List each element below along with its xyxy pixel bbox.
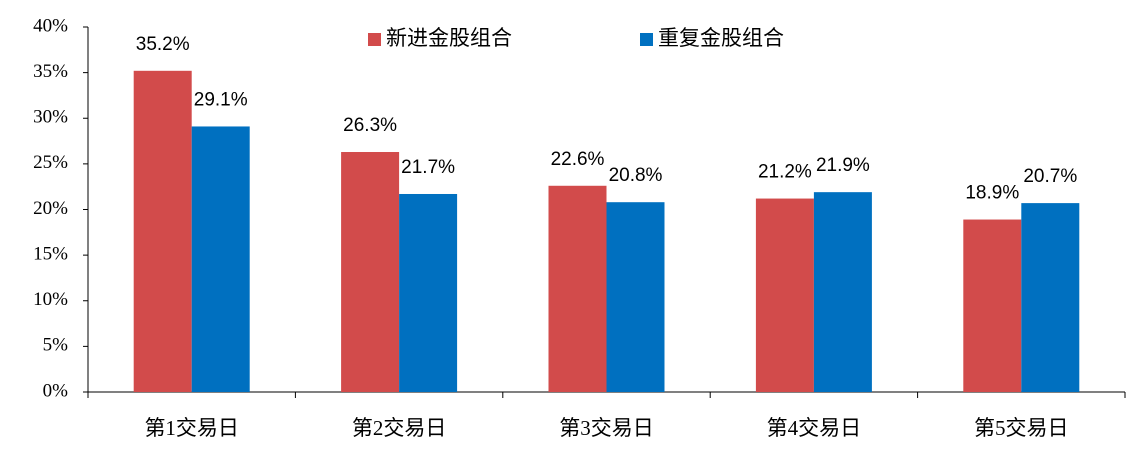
value-label: 35.2% xyxy=(136,34,190,55)
value-label: 26.3% xyxy=(343,115,397,136)
bar xyxy=(133,70,192,393)
y-tick-label: 25% xyxy=(33,152,68,173)
x-tick-label: 第2交易日 xyxy=(352,416,447,440)
legend-swatch xyxy=(640,33,653,46)
value-label: 20.7% xyxy=(1023,166,1077,187)
y-tick-label: 40% xyxy=(33,15,68,36)
value-label: 21.7% xyxy=(401,157,455,178)
value-label: 21.9% xyxy=(816,155,870,176)
value-label: 21.2% xyxy=(758,162,812,183)
bar xyxy=(1021,203,1080,392)
y-tick-label: 35% xyxy=(33,61,68,82)
y-tick-label: 15% xyxy=(33,243,68,264)
value-label: 20.8% xyxy=(609,165,663,186)
bar xyxy=(963,219,1022,392)
legend-label: 重复金股组合 xyxy=(658,26,784,50)
legend-swatch xyxy=(368,33,381,46)
y-tick-label: 30% xyxy=(33,107,68,128)
y-tick-label: 0% xyxy=(43,380,69,401)
legend-label: 新进金股组合 xyxy=(386,26,512,50)
value-label: 22.6% xyxy=(551,149,605,170)
bar xyxy=(813,192,872,392)
x-tick-label: 第4交易日 xyxy=(767,416,862,440)
bar xyxy=(606,202,665,392)
x-tick-label: 第1交易日 xyxy=(144,416,239,440)
value-label: 29.1% xyxy=(194,89,248,110)
bar xyxy=(191,126,250,393)
bar xyxy=(548,185,607,392)
x-tick-label: 第5交易日 xyxy=(974,416,1069,440)
y-tick-label: 5% xyxy=(43,335,69,356)
bar xyxy=(341,152,400,392)
x-tick-label: 第3交易日 xyxy=(559,416,654,440)
y-tick-label: 20% xyxy=(33,198,68,219)
bar xyxy=(755,198,814,392)
value-label: 18.9% xyxy=(965,183,1019,204)
bar xyxy=(399,193,458,392)
y-tick-label: 10% xyxy=(33,289,68,310)
